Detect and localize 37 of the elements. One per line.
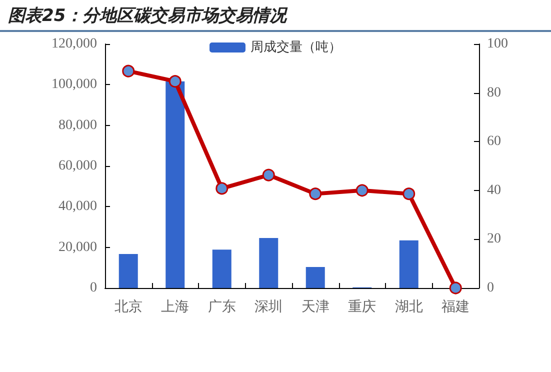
- point: [122, 64, 135, 78]
- point: [356, 184, 368, 197]
- chart-title: 图表25：分地区碳交易市场交易情况: [8, 5, 287, 27]
- y2-tick-label: 100: [487, 36, 508, 52]
- y-tick-label: 0: [90, 280, 97, 296]
- point: [168, 75, 182, 88]
- y2-tick-label: 0: [487, 280, 494, 296]
- y-tick-label: 100,000: [52, 77, 97, 92]
- bar: [212, 250, 232, 288]
- x-tick-label: 广东: [208, 299, 236, 315]
- point: [449, 282, 462, 294]
- y2-tick-label: 40: [487, 182, 501, 198]
- point: [402, 188, 416, 200]
- y-tick-label: 80,000: [58, 118, 97, 133]
- bar: [259, 238, 278, 288]
- x-tick-label: 深圳: [254, 299, 283, 315]
- x-tick-label: 北京: [114, 299, 142, 315]
- y-tick-label: 40,000: [58, 199, 97, 214]
- point: [262, 168, 275, 182]
- x-tick-label: 上海: [161, 299, 190, 315]
- x-tick-label: 重庆: [348, 299, 376, 315]
- bar: [166, 81, 185, 288]
- y-tick-label: 20,000: [58, 240, 97, 255]
- x-tick-label: 福建: [442, 299, 470, 315]
- y2-tick-label: 20: [487, 232, 501, 247]
- y-tick-label: 60,000: [58, 158, 97, 174]
- x-tick-label: 天津: [301, 299, 330, 315]
- point: [309, 188, 322, 200]
- y2-tick-label: 60: [487, 134, 501, 150]
- x-tick-label: 湖北: [394, 299, 423, 315]
- legend-label: 周成交量（吨）: [250, 39, 342, 55]
- bar: [306, 267, 325, 288]
- y-tick-label: 120,000: [52, 36, 97, 52]
- bar: [399, 240, 418, 288]
- y2-tick-label: 80: [487, 85, 501, 100]
- bar: [118, 254, 138, 288]
- point: [216, 182, 228, 195]
